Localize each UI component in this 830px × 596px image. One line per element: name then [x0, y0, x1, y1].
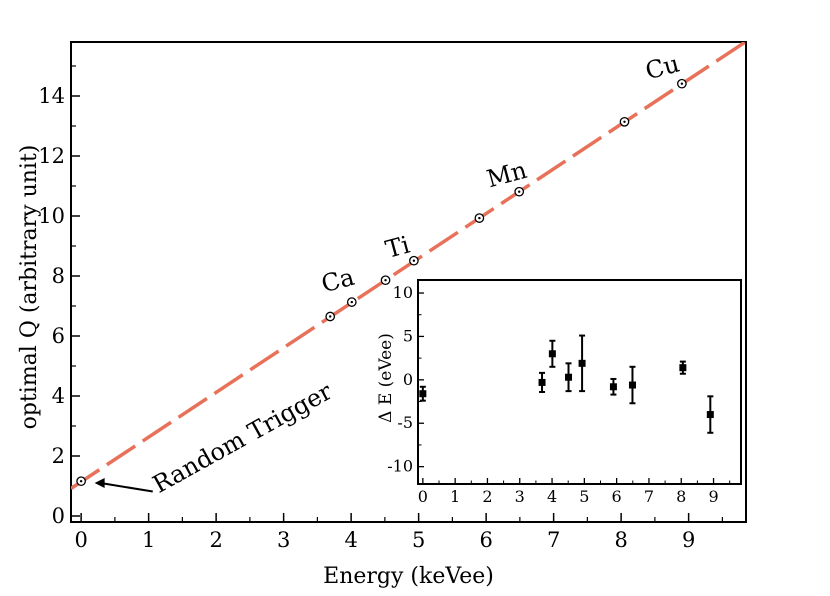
inset-y-tick-label: -10: [387, 457, 413, 476]
random-trigger-arrow-line: [100, 482, 153, 493]
data-point-center: [412, 259, 416, 262]
main-plot-frame: [70, 41, 747, 523]
random-trigger-arrowhead: [94, 478, 105, 488]
x-tick-label: 8: [614, 528, 627, 552]
y-tick-label: 2: [52, 444, 65, 468]
annotation-label: Ti: [383, 231, 413, 264]
inset-x-tick-label: 5: [579, 487, 589, 506]
x-tick-label: 4: [344, 528, 357, 552]
x-tick-label: 1: [142, 528, 155, 552]
inset-data-point: [609, 383, 617, 391]
annotation-label: Random Trigger: [148, 377, 337, 499]
inset-plot: 0 1 2 3 4 5 6 7 8 9 -10 -5 0 5 10 Δ E (eVee): [376, 279, 742, 506]
fit-line: [71, 42, 746, 490]
x-tick-label: 5: [412, 528, 425, 552]
inset-y-axis-title: Δ E (eVee): [376, 333, 396, 423]
x-tick-label: 2: [209, 528, 222, 552]
data-point-center: [329, 315, 332, 318]
data-point-center: [384, 279, 387, 282]
y-tick-label: 0: [52, 504, 65, 528]
inset-plot-frame: [417, 279, 742, 485]
x-tick-label: 7: [547, 528, 560, 552]
data-point-center: [478, 216, 481, 220]
inset-data-point: [548, 350, 556, 358]
inset-y-tick-label: -5: [397, 413, 413, 432]
x-tick-label: 0: [74, 528, 87, 552]
data-point-center: [79, 480, 83, 483]
inset-x-tick-label: 9: [708, 487, 718, 506]
data-point-center: [350, 300, 353, 304]
data-point-center: [623, 120, 626, 124]
inset-x-tick-label: 7: [644, 487, 654, 506]
x-axis-title: Energy (keVee): [323, 564, 494, 589]
data-point-center: [680, 82, 684, 85]
inset-x-tick-label: 4: [547, 487, 557, 506]
inset-data-point: [538, 378, 546, 386]
inset-data-point: [578, 359, 586, 367]
y-tick-label: 10: [38, 204, 65, 228]
inset-data-point: [419, 390, 427, 398]
inset-x-tick-label: 3: [515, 487, 525, 506]
inset-data-point: [679, 364, 687, 372]
inset-x-tick-label: 1: [450, 487, 460, 506]
y-axis-title: optimal Q (arbitrary unit): [17, 145, 42, 430]
x-tick-label: 6: [479, 528, 492, 552]
x-tick-label: 9: [682, 528, 695, 552]
y-tick-label: 12: [38, 144, 65, 168]
inset-data-point: [628, 381, 636, 389]
data-point-center: [518, 190, 521, 193]
inset-y-tick-label: 5: [403, 326, 413, 345]
inset-x-tick-label: 2: [482, 487, 492, 506]
inset-data-point: [706, 411, 714, 419]
inset-x-tick-label: 0: [418, 487, 428, 506]
y-tick-label: 14: [38, 84, 65, 108]
annotation-label: Cu: [642, 49, 682, 85]
inset-x-tick-label: 8: [676, 487, 686, 506]
x-tick-label: 3: [277, 528, 290, 552]
y-tick-label: 8: [52, 264, 65, 288]
inset-data-point: [565, 373, 573, 381]
annotation-label: Ca: [318, 263, 357, 299]
inset-x-tick-label: 6: [612, 487, 622, 506]
y-tick-label: 6: [52, 324, 65, 348]
y-tick-label: 4: [52, 384, 65, 408]
inset-y-tick-label: 10: [393, 283, 413, 302]
inset-y-tick-label: 0: [403, 370, 413, 389]
